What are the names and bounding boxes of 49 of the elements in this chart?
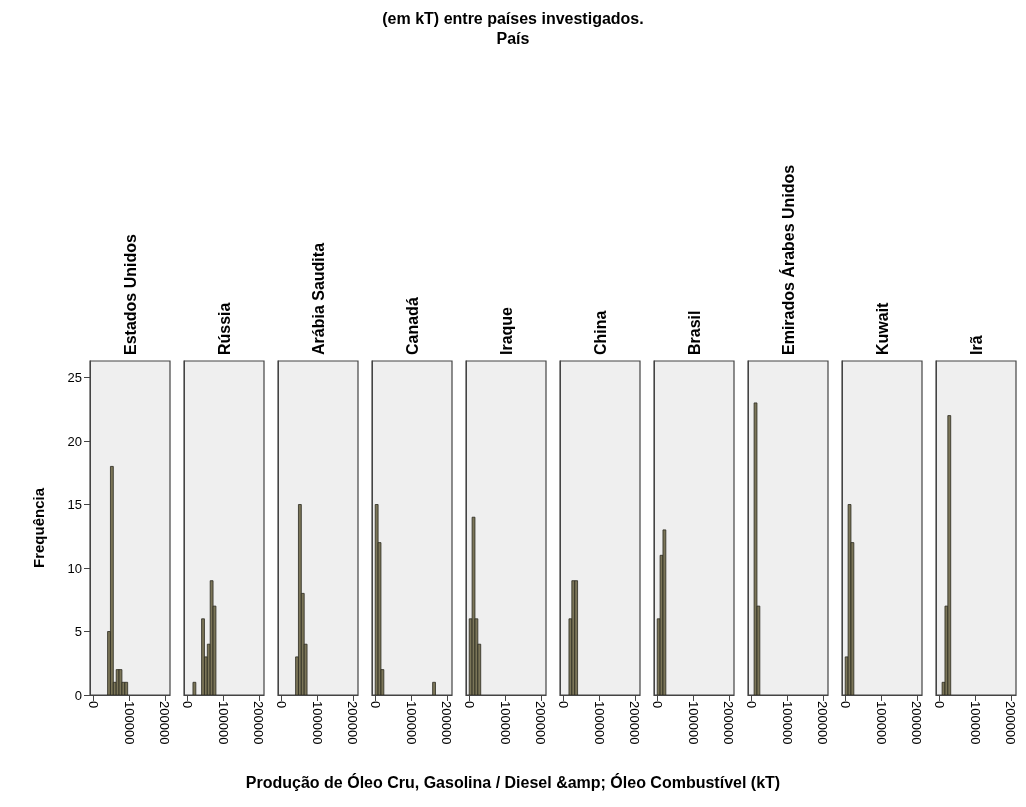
x-tick-label: 200000 <box>439 701 455 745</box>
chart-title: Kuwait <box>873 301 891 355</box>
x-axis-title: Produção de Óleo Cru, Gasolina / Diesel &amp; Óleo Combustível (kT) <box>244 774 782 792</box>
x-tick-label: 100000 <box>497 701 513 745</box>
x-tick-label: 200000 <box>815 701 831 745</box>
chart-title: China <box>591 310 609 355</box>
text: (em kT) entre países investigados. <box>381 10 645 28</box>
x-tick-label: 100000 <box>779 701 795 745</box>
x-tick-label: 0 <box>461 701 477 709</box>
x-tick-label: 0 <box>179 701 195 709</box>
y-tick-label: 10 <box>67 560 82 576</box>
chart-title: Iraque <box>497 306 515 355</box>
x-tick-label: 200000 <box>1003 701 1019 745</box>
chart-title: Canadá <box>403 297 421 355</box>
x-tick-label: 100000 <box>121 701 137 745</box>
x-tick-label: 0 <box>85 701 101 709</box>
chart-title: Irã <box>967 335 985 355</box>
x-tick-label: 200000 <box>251 701 267 745</box>
x-tick-label: 100000 <box>591 701 607 745</box>
y-axis-title: Frequência <box>30 487 47 569</box>
x-tick-label: 0 <box>837 701 853 709</box>
chart-title: Rússia <box>215 302 233 355</box>
x-tick-label: 0 <box>931 701 947 709</box>
x-tick-label: 0 <box>555 701 571 709</box>
x-tick-label: 0 <box>367 701 383 709</box>
x-tick-label: 0 <box>273 701 289 709</box>
y-tick-label: 15 <box>67 497 82 513</box>
x-tick-label: 200000 <box>345 701 361 745</box>
x-tick-label: 100000 <box>873 701 889 745</box>
text: País <box>495 30 531 48</box>
x-tick-label: 200000 <box>157 701 173 745</box>
chart-title: Arábia Saudita <box>309 242 327 355</box>
x-tick-label: 200000 <box>909 701 925 745</box>
chart-title: Brasil <box>685 310 703 355</box>
x-tick-label: 200000 <box>533 701 549 745</box>
x-tick-label: 0 <box>649 701 665 709</box>
y-tick-label: 25 <box>67 370 82 386</box>
x-tick-label: 0 <box>743 701 759 709</box>
x-tick-label: 200000 <box>627 701 643 745</box>
chart-title: Emirados Árabes Unidos <box>778 164 797 355</box>
x-tick-label: 200000 <box>721 701 737 745</box>
y-tick-label: 20 <box>67 433 82 449</box>
y-tick-label: 5 <box>74 624 82 639</box>
chart-title: Estados Unidos <box>121 233 139 355</box>
x-tick-label: 100000 <box>967 701 983 745</box>
x-tick-label: 100000 <box>215 701 231 745</box>
x-tick-label: 100000 <box>685 701 701 745</box>
x-tick-label: 100000 <box>309 701 325 745</box>
x-tick-label: 100000 <box>403 701 419 745</box>
